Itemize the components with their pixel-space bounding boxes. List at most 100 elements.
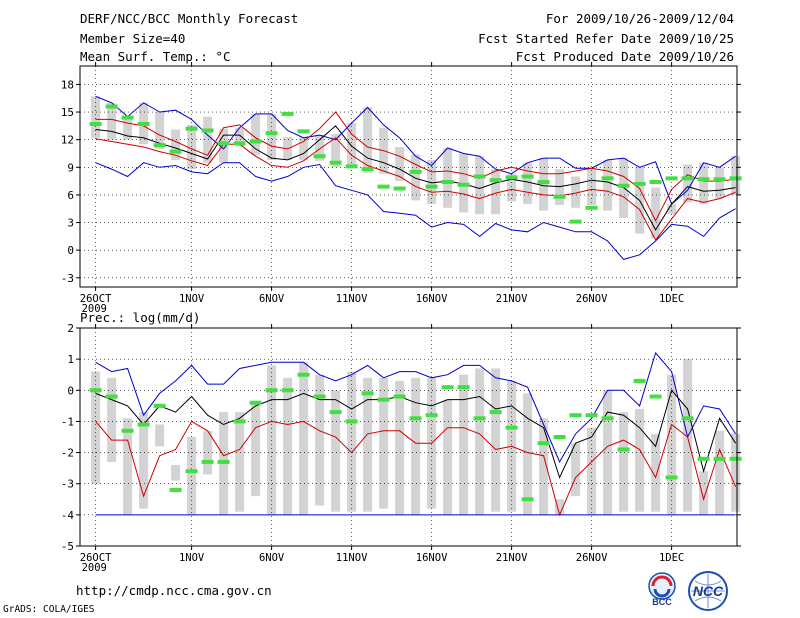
temp-marker (313, 154, 326, 159)
prec-marker (201, 459, 214, 464)
temp-marker (393, 186, 406, 191)
prec-marker (393, 394, 406, 399)
temp-x-label: 26OCT (80, 293, 112, 305)
chart-title: DERF/NCC/BCC Monthly Forecast (80, 11, 299, 26)
temp-y-label: 9 (67, 161, 74, 174)
temp-range-bar (299, 136, 309, 160)
prec-range-bar (363, 377, 373, 512)
temp-marker (361, 167, 374, 172)
temp-y-label: -3 (61, 272, 74, 285)
prec-marker (121, 428, 134, 433)
prec-plot-frame (79, 327, 738, 547)
prec-range-bar (715, 430, 725, 515)
temp-range-bar (267, 113, 277, 160)
prec-y-label: -4 (61, 509, 75, 522)
prec-mean-line (95, 389, 737, 479)
temp-range-bar (411, 154, 421, 201)
prec-x-label: 6NOV (259, 552, 285, 564)
prec-range-bar (587, 427, 597, 515)
temp-x-label: 1DEC (659, 293, 684, 305)
temp-y-label: 12 (61, 134, 74, 147)
temp-marker (681, 176, 694, 181)
prec-marker (601, 416, 614, 421)
prec-range-bar (315, 374, 325, 506)
temp-range-bar (731, 156, 741, 195)
temp-range-bar (475, 156, 485, 215)
prec-x-label: 26NOV (576, 552, 608, 564)
temp-mean-line (95, 125, 736, 231)
prec-range-bar (379, 377, 389, 509)
prec-max-line (95, 351, 737, 464)
temp-marker (633, 181, 646, 186)
prec-panel-title: Prec.: log(mm/d) (80, 310, 201, 325)
temp-range-bar (91, 96, 101, 138)
prec-marker (441, 385, 454, 390)
prec-range-bar (699, 471, 709, 515)
temp-x-label: 16NOV (416, 293, 448, 305)
temp-range-bar (507, 173, 517, 202)
prec-marker (313, 394, 326, 399)
temp-range-bar (203, 116, 213, 163)
prec-x-label: 1DEC (659, 552, 684, 564)
prec-marker (345, 419, 358, 424)
prec-marker (281, 388, 294, 393)
fcst-produced-date: Fcst Produced Date 2009/10/26 (515, 49, 734, 64)
prec-range-bar (635, 408, 645, 512)
prec-marker (297, 372, 310, 377)
prec-marker (585, 413, 598, 418)
temp-x-label: 11NOV (336, 293, 368, 305)
prec-marker (409, 416, 422, 421)
source-url[interactable]: http://cmdp.ncc.cma.gov.cn (76, 583, 272, 598)
prec-range-bar (139, 412, 149, 509)
prec-marker (505, 425, 518, 430)
prec-marker (105, 394, 118, 399)
prec-x-label: 1NOV (179, 552, 205, 564)
temp-range-bar (523, 162, 533, 205)
prec-range-bar (523, 393, 533, 515)
prec-x-label: 26OCT (80, 552, 112, 564)
prec-y-label: -2 (61, 447, 74, 460)
prec-x-year-label: 2009 (82, 562, 107, 574)
prec-range-bar (411, 377, 421, 515)
temp-marker (521, 174, 534, 179)
prec-range-bar (331, 390, 341, 512)
temp-marker (505, 175, 518, 180)
prec-marker (665, 475, 678, 480)
prec-range-bar (299, 362, 309, 515)
ncc-logo: NCC (688, 571, 728, 611)
temp-marker (665, 176, 678, 181)
prec-range-bar (651, 433, 661, 512)
temp-marker (121, 115, 134, 120)
prec-marker (569, 413, 582, 418)
prec-range-bar (91, 371, 101, 484)
temp-min-line (95, 162, 736, 260)
prec-marker (425, 413, 438, 418)
temp-marker (185, 126, 198, 131)
prec-marker (713, 456, 726, 461)
grads-credit: GrADS: COLA/IGES (3, 604, 95, 615)
temp-y-label: 18 (61, 78, 74, 91)
forecast-range: For 2009/10/26-2009/12/04 (545, 11, 734, 26)
bcc-logo-text: BCC (652, 597, 672, 607)
temp-marker (249, 139, 262, 144)
prec-range-bar (203, 430, 213, 475)
temp-range-bar (251, 113, 261, 156)
temp-x-label: 6NOV (259, 293, 285, 305)
prec-range-bar (539, 418, 549, 515)
prec-y-label: -5 (61, 540, 74, 553)
prec-range-bar (443, 399, 453, 515)
temp-range-bar (443, 147, 453, 208)
temp-x-label: 1NOV (179, 293, 205, 305)
fcst-started-date: Fcst Started Refer Date 2009/10/25 (478, 31, 734, 46)
prec-y-label: -3 (61, 478, 74, 491)
temp-range-bar (155, 112, 165, 149)
temp-marker (553, 194, 566, 199)
temp-marker (297, 129, 310, 134)
prec-marker (553, 435, 566, 439)
temp-marker (713, 177, 726, 182)
temp-marker (137, 122, 150, 127)
temp-marker (233, 141, 246, 146)
prec-range-bar (251, 402, 261, 497)
temp-marker (377, 184, 390, 189)
